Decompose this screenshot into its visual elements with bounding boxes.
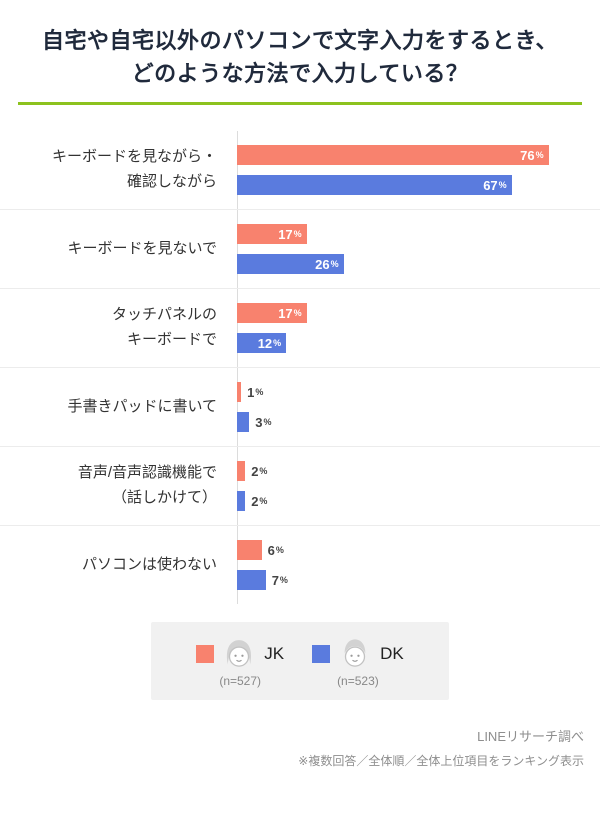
bar-group: 2% 2% bbox=[237, 461, 600, 511]
dk-bar-value: 2% bbox=[251, 493, 268, 509]
legend-item-dk: DK (n=523) bbox=[312, 635, 404, 688]
jk-color-swatch bbox=[196, 645, 215, 663]
chart-row: 音声/音声認識機能で （話しかけて） 2% 2% bbox=[0, 447, 600, 526]
dk-bar: 12% bbox=[237, 333, 287, 353]
source-credit: LINEリサーチ調べ bbox=[477, 729, 584, 744]
category-label: パソコンは使わない bbox=[81, 555, 217, 573]
jk-bar: 17% bbox=[237, 224, 307, 244]
dk-bar: 2% bbox=[237, 491, 267, 511]
chart-row: タッチパネルの キーボードで 17% 12% bbox=[0, 289, 600, 368]
survey-note: ※複数回答／全体順／全体上位項目をランキング表示 bbox=[298, 754, 584, 768]
dk-color-swatch bbox=[312, 645, 331, 663]
dk-bar: 26% bbox=[237, 254, 344, 274]
dk-bar-value: 26% bbox=[315, 256, 339, 272]
category-label: 音声/音声認識機能で （話しかけて） bbox=[77, 464, 217, 506]
bar-group: 6% 7% bbox=[237, 540, 600, 590]
jk-bar-track: 17% bbox=[237, 303, 600, 323]
dk-bar-value: 3% bbox=[255, 414, 272, 430]
jk-bar-track: 1% bbox=[237, 382, 600, 402]
dk-bar-track: 26% bbox=[237, 254, 600, 274]
dk-bar-value: 67% bbox=[483, 177, 507, 193]
dk-bar-track: 2% bbox=[237, 491, 600, 511]
chart-row: パソコンは使わない 6% 7% bbox=[0, 526, 600, 604]
legend-jk-top: JK bbox=[196, 635, 284, 673]
jk-bar: 1% bbox=[237, 382, 263, 402]
jk-bar: 17% bbox=[237, 303, 307, 323]
jk-sample-size: (n=527) bbox=[219, 674, 262, 688]
title-underline bbox=[18, 102, 582, 105]
jk-bar-value: 6% bbox=[267, 542, 284, 558]
dk-bar-track: 3% bbox=[237, 412, 600, 432]
infographic-page: 自宅や自宅以外のパソコンで文字入力をするとき、 どのような方法で入力している？ … bbox=[0, 24, 600, 813]
jk-legend-label: JK bbox=[264, 644, 285, 663]
legend-item-jk: JK (n=527) bbox=[196, 635, 284, 688]
jk-bar-value: 76% bbox=[520, 147, 544, 163]
jk-bar: 2% bbox=[237, 461, 267, 481]
dk-bar: 67% bbox=[237, 175, 512, 195]
jk-bar-track: 2% bbox=[237, 461, 600, 481]
jk-bar-track: 17% bbox=[237, 224, 600, 244]
legend-dk-top: DK bbox=[312, 635, 404, 673]
jk-bar-value: 17% bbox=[278, 226, 302, 242]
dk-bar-track: 7% bbox=[237, 570, 600, 590]
jk-bar-track: 6% bbox=[237, 540, 600, 560]
dk-avatar-icon bbox=[344, 639, 366, 667]
dk-bar-value: 7% bbox=[271, 572, 288, 588]
jk-bar-track: 76% bbox=[237, 145, 600, 165]
bar-group: 1% 3% bbox=[237, 382, 600, 432]
page-title: 自宅や自宅以外のパソコンで文字入力をするとき、 どのような方法で入力している？ bbox=[42, 28, 558, 86]
bar-chart: キーボードを見ながら・ 確認しながら 76% 67% キーボードを見ないで bbox=[0, 131, 600, 604]
bar-group: 17% 26% bbox=[237, 224, 600, 274]
category-label: キーボードを見ないで bbox=[67, 239, 217, 257]
jk-bar-value: 17% bbox=[278, 305, 302, 321]
bar-group: 76% 67% bbox=[237, 145, 600, 195]
category-label: タッチパネルの キーボードで bbox=[111, 306, 217, 348]
jk-bar: 76% bbox=[237, 145, 549, 165]
footer: LINEリサーチ調べ ※複数回答／全体順／全体上位項目をランキング表示 bbox=[0, 726, 600, 769]
jk-avatar-icon bbox=[227, 640, 252, 667]
chart-row: 手書きパッドに書いて 1% 3% bbox=[0, 368, 600, 447]
dk-bar-value: 12% bbox=[257, 335, 282, 351]
category-label: キーボードを見ながら・ 確認しながら bbox=[51, 148, 217, 190]
dk-bar-track: 67% bbox=[237, 175, 600, 195]
jk-bar-value: 1% bbox=[247, 384, 264, 400]
chart-legend: JK (n=527) DK (n=523) bbox=[151, 622, 449, 700]
jk-bar-value: 2% bbox=[251, 463, 268, 479]
bar-group: 17% 12% bbox=[237, 303, 600, 353]
dk-bar: 3% bbox=[237, 412, 272, 432]
dk-bar: 7% bbox=[237, 570, 288, 590]
category-label: 手書きパッドに書いて bbox=[67, 397, 217, 415]
dk-legend-label: DK bbox=[380, 644, 404, 663]
dk-sample-size: (n=523) bbox=[337, 674, 379, 688]
chart-row: キーボードを見ないで 17% 26% bbox=[0, 210, 600, 289]
jk-bar: 6% bbox=[237, 540, 284, 560]
chart-row: キーボードを見ながら・ 確認しながら 76% 67% bbox=[0, 131, 600, 210]
dk-bar-track: 12% bbox=[237, 333, 600, 353]
